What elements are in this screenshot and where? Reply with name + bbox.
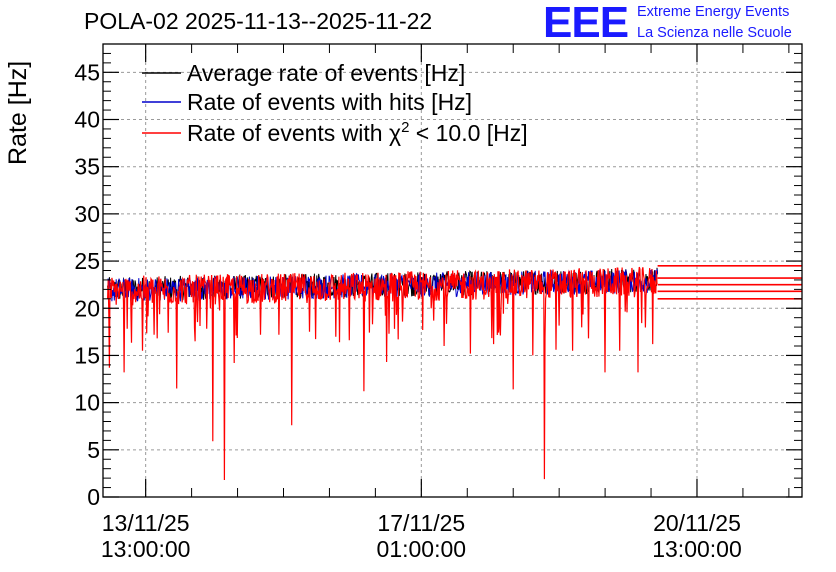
legend-label: Average rate of events [Hz] — [187, 60, 465, 86]
y-tick-label: 30 — [74, 201, 100, 227]
legend-label: Rate of events with χ2 < 10.0 [Hz] — [187, 119, 528, 146]
y-tick-label: 10 — [74, 390, 100, 416]
x-tick-time: 13:00:00 — [652, 536, 742, 562]
y-tick-label: 35 — [74, 154, 100, 180]
logo-line-2: La Scienza nelle Scuole — [637, 25, 792, 41]
x-tick-time: 01:00:00 — [377, 536, 467, 562]
y-tick-label: 20 — [74, 295, 100, 321]
y-axis: 0 5 10 15 20 25 30 35 40 45 — [74, 43, 802, 510]
y-tick-label: 25 — [74, 248, 100, 274]
x-tick-date: 17/11/25 — [377, 510, 465, 536]
series-group — [107, 264, 802, 481]
series-line-chi2 — [107, 266, 658, 481]
y-tick-label: 15 — [74, 342, 100, 368]
y-tick-label: 5 — [87, 437, 100, 463]
logo-line-1: Extreme Energy Events — [637, 4, 790, 20]
y-tick-label: 45 — [74, 59, 100, 85]
x-tick-time: 13:00:00 — [101, 536, 191, 562]
eee-logo: EEE — [543, 0, 629, 47]
legend: Average rate of events [Hz] Rate of event… — [142, 60, 528, 146]
chart-title: POLA-02 2025-11-13--2025-11-22 — [84, 8, 433, 34]
y-tick-label: 40 — [74, 107, 100, 133]
x-tick-date: 20/11/25 — [653, 510, 741, 536]
x-axis: 13/11/2513:00:0017/11/2501:00:0020/11/25… — [101, 44, 790, 562]
legend-label: Rate of events with hits [Hz] — [187, 89, 472, 115]
x-tick-date: 13/11/25 — [102, 510, 190, 536]
y-tick-label: 0 — [87, 484, 100, 510]
y-axis-label: Rate [Hz] — [4, 60, 32, 165]
